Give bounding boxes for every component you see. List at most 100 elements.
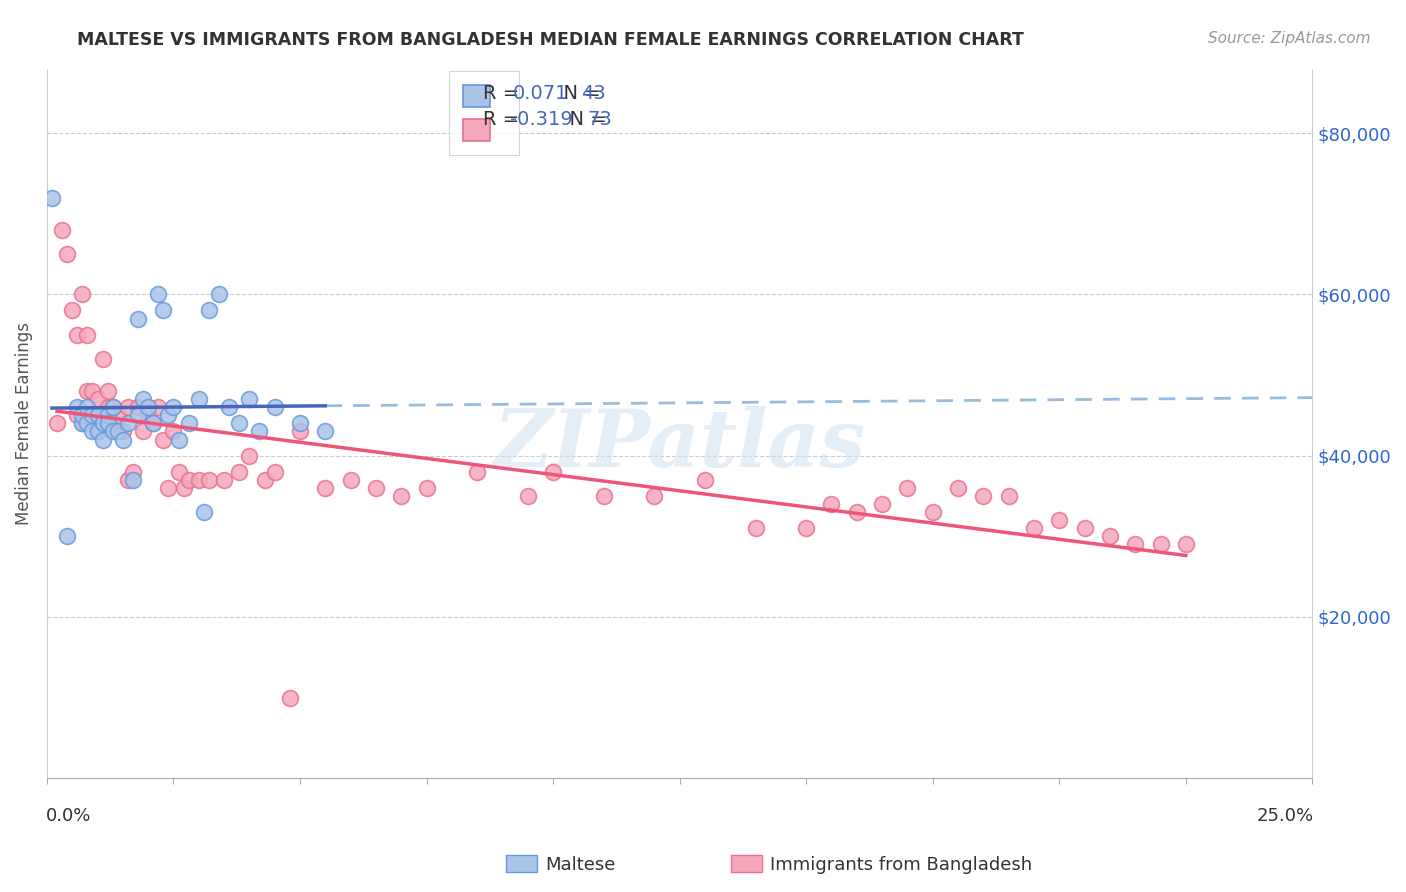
Point: [228, 465, 250, 479]
Y-axis label: Median Female Earnings: Median Female Earnings: [15, 322, 32, 524]
Point: [415, 481, 437, 495]
Text: 43: 43: [581, 84, 606, 103]
Point: [162, 401, 184, 415]
Point: [132, 425, 155, 439]
Point: [972, 489, 994, 503]
Point: [101, 425, 124, 439]
Point: [218, 401, 240, 415]
Point: [101, 401, 124, 415]
Point: [870, 497, 893, 511]
Point: [82, 425, 104, 439]
Point: [82, 384, 104, 398]
Text: MALTESE VS IMMIGRANTS FROM BANGLADESH MEDIAN FEMALE EARNINGS CORRELATION CHART: MALTESE VS IMMIGRANTS FROM BANGLADESH ME…: [77, 31, 1024, 49]
Text: R =: R =: [484, 84, 526, 103]
Point: [97, 409, 120, 423]
Point: [51, 223, 73, 237]
Text: ZIPatlas: ZIPatlas: [494, 406, 866, 483]
Point: [72, 417, 94, 431]
Point: [389, 489, 412, 503]
Point: [82, 409, 104, 423]
Point: [101, 401, 124, 415]
Point: [66, 327, 89, 342]
Text: 0.0%: 0.0%: [45, 807, 91, 825]
Point: [253, 473, 276, 487]
Text: Maltese: Maltese: [546, 856, 616, 874]
Point: [111, 433, 134, 447]
Point: [136, 401, 159, 415]
Point: [208, 287, 231, 301]
Point: [364, 481, 387, 495]
Point: [643, 489, 665, 503]
Point: [91, 417, 114, 431]
Point: [91, 351, 114, 366]
Point: [592, 489, 614, 503]
Point: [122, 465, 145, 479]
Point: [198, 303, 221, 318]
Point: [157, 481, 180, 495]
Text: R =: R =: [484, 110, 526, 128]
Point: [117, 417, 139, 431]
Point: [238, 392, 260, 407]
Point: [228, 417, 250, 431]
Point: [117, 473, 139, 487]
Point: [1123, 537, 1146, 551]
Point: [91, 433, 114, 447]
Point: [794, 521, 817, 535]
Text: 25.0%: 25.0%: [1257, 807, 1313, 825]
Point: [66, 409, 89, 423]
Point: [820, 497, 842, 511]
Point: [167, 465, 190, 479]
Point: [86, 425, 108, 439]
Point: [86, 409, 108, 423]
Point: [72, 409, 94, 423]
Point: [212, 473, 235, 487]
Point: [167, 433, 190, 447]
Point: [97, 384, 120, 398]
Text: 0.071: 0.071: [513, 84, 568, 103]
Point: [56, 529, 79, 543]
Point: [127, 311, 149, 326]
Point: [314, 481, 336, 495]
Point: [187, 392, 209, 407]
Point: [238, 449, 260, 463]
Text: Immigrants from Bangladesh: Immigrants from Bangladesh: [770, 856, 1032, 874]
Point: [82, 417, 104, 431]
Point: [288, 417, 311, 431]
Point: [91, 409, 114, 423]
Point: [72, 287, 94, 301]
Point: [76, 327, 98, 342]
Point: [744, 521, 766, 535]
Text: N =: N =: [557, 110, 613, 128]
Point: [177, 417, 200, 431]
Point: [66, 401, 89, 415]
Point: [148, 287, 170, 301]
Point: [896, 481, 918, 495]
Point: [162, 425, 184, 439]
Point: [1073, 521, 1095, 535]
Point: [117, 401, 139, 415]
Point: [845, 505, 868, 519]
Point: [465, 465, 488, 479]
Text: N =: N =: [551, 84, 606, 103]
Point: [249, 425, 271, 439]
Point: [107, 425, 129, 439]
Point: [127, 409, 149, 423]
Point: [60, 303, 83, 318]
Point: [157, 409, 180, 423]
Point: [86, 392, 108, 407]
Point: [541, 465, 564, 479]
Point: [76, 401, 98, 415]
Point: [132, 392, 155, 407]
Point: [142, 417, 165, 431]
Point: [97, 417, 120, 431]
Point: [127, 401, 149, 415]
Point: [177, 473, 200, 487]
Point: [921, 505, 943, 519]
Text: Source: ZipAtlas.com: Source: ZipAtlas.com: [1208, 31, 1371, 46]
Point: [101, 401, 124, 415]
Point: [76, 384, 98, 398]
Text: -0.319: -0.319: [510, 110, 572, 128]
Point: [46, 417, 69, 431]
Point: [152, 303, 174, 318]
Point: [122, 473, 145, 487]
